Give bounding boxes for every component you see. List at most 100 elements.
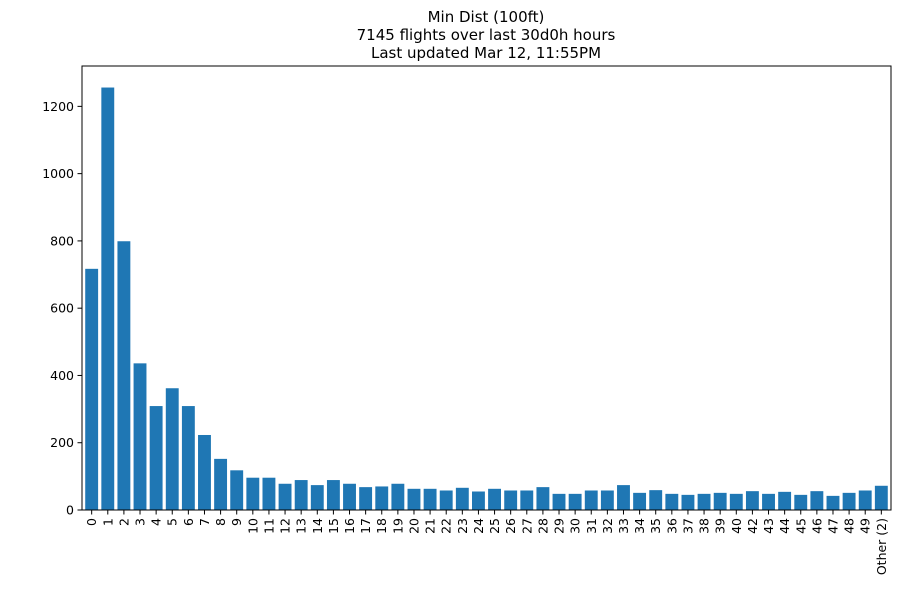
x-tick-label: 27 bbox=[519, 518, 534, 534]
x-tick-label: 30 bbox=[568, 518, 583, 534]
x-tick-label: 40 bbox=[729, 518, 744, 534]
x-tick-label: 38 bbox=[697, 518, 712, 534]
x-tick-label: 35 bbox=[648, 518, 663, 534]
x-tick-label: 33 bbox=[616, 518, 631, 534]
bar-23 bbox=[455, 487, 469, 510]
x-tick-label: 46 bbox=[809, 518, 824, 534]
bar-21 bbox=[423, 488, 437, 510]
x-tick-label: 44 bbox=[777, 518, 792, 534]
bar-6 bbox=[181, 406, 195, 510]
x-tick-label: 18 bbox=[374, 518, 389, 534]
chart-title: Min Dist (100ft) bbox=[428, 8, 545, 26]
plot-frame bbox=[81, 65, 892, 511]
x-tick-label: 16 bbox=[342, 518, 357, 534]
x-tick-label: 11 bbox=[261, 518, 276, 534]
bar-11 bbox=[262, 477, 276, 510]
x-tick-label: 7 bbox=[197, 518, 212, 526]
y-tick-label: 0 bbox=[66, 503, 74, 518]
chart-updated: Last updated Mar 12, 11:55PM bbox=[371, 44, 601, 62]
bar-39 bbox=[713, 492, 727, 510]
x-tick-label: 1 bbox=[100, 518, 115, 526]
bar-27 bbox=[520, 490, 534, 510]
x-tick-label: 9 bbox=[229, 518, 244, 526]
bar-other-2 bbox=[874, 485, 888, 510]
x-tick-label: 14 bbox=[310, 518, 325, 534]
x-tick-label: 15 bbox=[326, 518, 341, 534]
bar-29 bbox=[552, 493, 566, 510]
bar-16 bbox=[343, 483, 356, 510]
bar-24 bbox=[472, 491, 485, 510]
bar-26 bbox=[504, 490, 518, 510]
bar-25 bbox=[488, 488, 501, 510]
y-tick-label: 200 bbox=[50, 435, 74, 450]
bar-18 bbox=[375, 486, 389, 510]
bar-40 bbox=[729, 493, 743, 510]
x-tick-label: 47 bbox=[825, 518, 840, 534]
x-tick-label: 34 bbox=[632, 518, 647, 534]
x-tick-label: 43 bbox=[761, 518, 776, 534]
bar-9 bbox=[230, 470, 244, 510]
bar-44 bbox=[778, 491, 792, 510]
bar-1 bbox=[101, 87, 115, 510]
x-tick-label: 31 bbox=[584, 518, 599, 534]
bar-35 bbox=[649, 490, 663, 510]
bar-31 bbox=[584, 490, 598, 510]
x-tick-label: 4 bbox=[149, 518, 164, 526]
bar-13 bbox=[294, 480, 308, 510]
x-tick-label: 8 bbox=[213, 518, 228, 526]
bar-10 bbox=[246, 477, 260, 510]
x-tick-label: 24 bbox=[471, 518, 486, 534]
bars-group bbox=[85, 87, 888, 510]
bar-8 bbox=[214, 458, 228, 510]
bar-12 bbox=[278, 483, 292, 510]
bar-5 bbox=[165, 388, 179, 510]
bar-42 bbox=[745, 491, 759, 510]
bar-43 bbox=[762, 493, 775, 510]
x-tick-label: 21 bbox=[423, 518, 438, 534]
x-tick-label: 6 bbox=[181, 518, 196, 526]
x-tick-label: 39 bbox=[713, 518, 728, 534]
x-tick-label: 37 bbox=[680, 518, 695, 534]
x-tick-label: 5 bbox=[165, 518, 180, 526]
bar-37 bbox=[681, 494, 695, 510]
bar-38 bbox=[697, 493, 711, 510]
bar-2 bbox=[117, 241, 131, 510]
x-tick-label: 20 bbox=[406, 518, 421, 534]
x-tick-label: 28 bbox=[535, 518, 550, 534]
bar-36 bbox=[665, 493, 679, 510]
x-tick-label: 13 bbox=[294, 518, 309, 534]
bar-4 bbox=[149, 406, 163, 510]
bar-22 bbox=[439, 490, 453, 510]
y-tick-label: 600 bbox=[50, 301, 74, 316]
bar-33 bbox=[617, 485, 630, 510]
x-tick-label: 49 bbox=[858, 518, 873, 534]
bar-30 bbox=[568, 493, 582, 510]
bar-34 bbox=[633, 492, 647, 510]
bar-47 bbox=[826, 495, 840, 510]
bar-3 bbox=[133, 363, 147, 510]
x-tick-label: 19 bbox=[390, 518, 405, 534]
bar-17 bbox=[359, 487, 373, 510]
x-tick-label: 10 bbox=[245, 518, 260, 534]
y-tick-label: 800 bbox=[50, 233, 74, 248]
x-tick-label: 12 bbox=[278, 518, 293, 534]
x-tick-label: 0 bbox=[84, 518, 99, 526]
y-tick-label: 400 bbox=[50, 368, 74, 383]
bar-28 bbox=[536, 487, 550, 510]
bar-48 bbox=[842, 492, 856, 510]
y-axis: 0 200 400 600 800 1000 1200 bbox=[42, 99, 82, 518]
bar-46 bbox=[810, 491, 824, 510]
bar-15 bbox=[326, 480, 340, 510]
bar-20 bbox=[407, 488, 421, 510]
bar-14 bbox=[310, 485, 324, 510]
bar-0 bbox=[85, 268, 99, 510]
x-tick-label: Other (2) bbox=[874, 518, 889, 575]
x-tick-label: 17 bbox=[358, 518, 373, 534]
x-tick-label: 42 bbox=[745, 518, 760, 534]
x-tick-label: 23 bbox=[455, 518, 470, 534]
x-tick-label: 25 bbox=[487, 518, 502, 534]
bar-49 bbox=[858, 490, 872, 510]
x-tick-label: 48 bbox=[842, 518, 857, 534]
